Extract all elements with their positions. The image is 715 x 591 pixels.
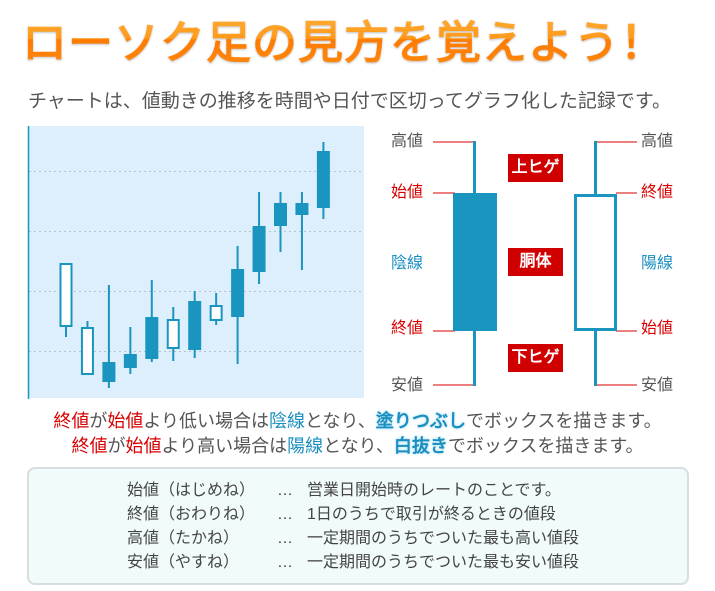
bull-type-label: 陽線: [641, 255, 674, 272]
glossary-desc: 一定期間のうちでついた最も高い値段: [307, 530, 580, 547]
bear-open-label: 始値: [391, 184, 424, 201]
candle-body: [252, 226, 266, 272]
close-term: 終値: [53, 411, 90, 431]
bull-candle: [166, 307, 180, 361]
glossary-row: 終値（おわりね） … 1日のうちで取引が終るときの値段: [127, 505, 556, 525]
candle-body: [274, 203, 287, 226]
bear-candle: [102, 285, 116, 388]
glossary-sep: …: [277, 530, 293, 547]
glossary-term: 高値（たかね）: [127, 530, 240, 547]
text: より高い場合は: [161, 436, 288, 456]
text: でボックスを描きます。: [465, 411, 662, 431]
candle-body: [295, 203, 309, 215]
text: より低い場合は: [143, 411, 270, 431]
glossary-sep: …: [277, 506, 293, 523]
candle-body: [59, 263, 73, 327]
bull-high-label: 高値: [641, 133, 674, 150]
bear-body: [453, 193, 497, 331]
bear-candle: [295, 192, 309, 270]
text: が: [89, 411, 108, 431]
close-term: 終値: [71, 436, 108, 456]
candle-body: [123, 354, 137, 368]
bear-high-label: 高値: [391, 133, 424, 150]
lower-shadow-badge: 下ヒゲ: [508, 344, 563, 372]
glossary-box: 始値（はじめね） … 営業日開始時のレートのことです。 終値（おわりね） … 1日のうち…: [27, 467, 689, 585]
open-term: 始値: [125, 436, 162, 456]
highlight-term: 塗りつぶし: [375, 411, 466, 431]
bear-candle: [316, 142, 330, 219]
bear-candle: [231, 246, 245, 364]
bear-low-label: 安値: [391, 377, 424, 394]
page-title: ローソク足の見方を覚えよう！: [22, 6, 702, 71]
type-term: 陰線: [269, 411, 306, 431]
bear-candle: [188, 291, 202, 358]
bull-candle-diagram: [574, 141, 637, 386]
candle-body: [209, 305, 223, 321]
candle-body: [102, 362, 116, 382]
bull-close-label: 終値: [641, 184, 674, 201]
bear-type-label: 陰線: [391, 255, 424, 272]
glossary-sep: …: [277, 482, 293, 499]
body-badge: 胴体: [508, 248, 563, 276]
bull-body: [574, 194, 617, 331]
bull-candle: [80, 321, 94, 375]
explanation-bull: 終値が始値より高い場合は陽線となり、白抜きでボックスを描きます。: [0, 432, 715, 458]
bear-candle-diagram: [433, 141, 497, 386]
bull-candle: [59, 263, 73, 337]
glossary-desc: 一定期間のうちでついた最も安い値段: [307, 554, 580, 571]
glossary-row: 始値（はじめね） … 営業日開始時のレートのことです。: [127, 481, 561, 501]
candle-body: [145, 317, 159, 359]
bear-candle: [123, 327, 137, 374]
text: となり、: [323, 436, 394, 456]
candle-body: [316, 151, 330, 208]
glossary-desc: 1日のうちで取引が終るときの値段: [307, 506, 556, 523]
bull-open-label: 始値: [641, 320, 674, 337]
open-term: 始値: [107, 411, 144, 431]
candle-body: [188, 301, 202, 350]
bear-close-label: 終値: [391, 320, 424, 337]
candle-body: [80, 327, 94, 375]
explanation-bear: 終値が始値より低い場合は陰線となり、塗りつぶしでボックスを描きます。: [0, 407, 715, 433]
glossary-term: 始値（はじめね）: [127, 482, 256, 499]
upper-shadow-badge: 上ヒゲ: [508, 154, 563, 182]
candle-body: [231, 269, 245, 317]
glossary-sep: …: [277, 554, 293, 571]
glossary-term: 安値（やすね）: [127, 554, 240, 571]
highlight-term: 白抜き: [393, 436, 448, 456]
glossary-desc: 営業日開始時のレートのことです。: [307, 482, 561, 499]
subtitle: チャートは、値動きの推移を時間や日付で区切ってグラフ化した記録です。: [28, 91, 671, 112]
chart-background: [28, 126, 364, 398]
bear-candle: [274, 192, 287, 252]
candle-body: [166, 319, 180, 349]
glossary-row: 安値（やすね） … 一定期間のうちでついた最も安い値段: [127, 553, 579, 573]
bull-candle: [209, 293, 223, 325]
bear-candle: [145, 280, 159, 362]
text: でボックスを描きます。: [447, 436, 644, 456]
text: が: [107, 436, 126, 456]
text: となり、: [305, 411, 376, 431]
glossary-term: 終値（おわりね）: [127, 506, 256, 523]
bear-candle: [252, 192, 266, 284]
glossary-row: 高値（たかね） … 一定期間のうちでついた最も高い値段: [127, 529, 579, 549]
bull-low-label: 安値: [641, 377, 674, 394]
type-term: 陽線: [287, 436, 324, 456]
